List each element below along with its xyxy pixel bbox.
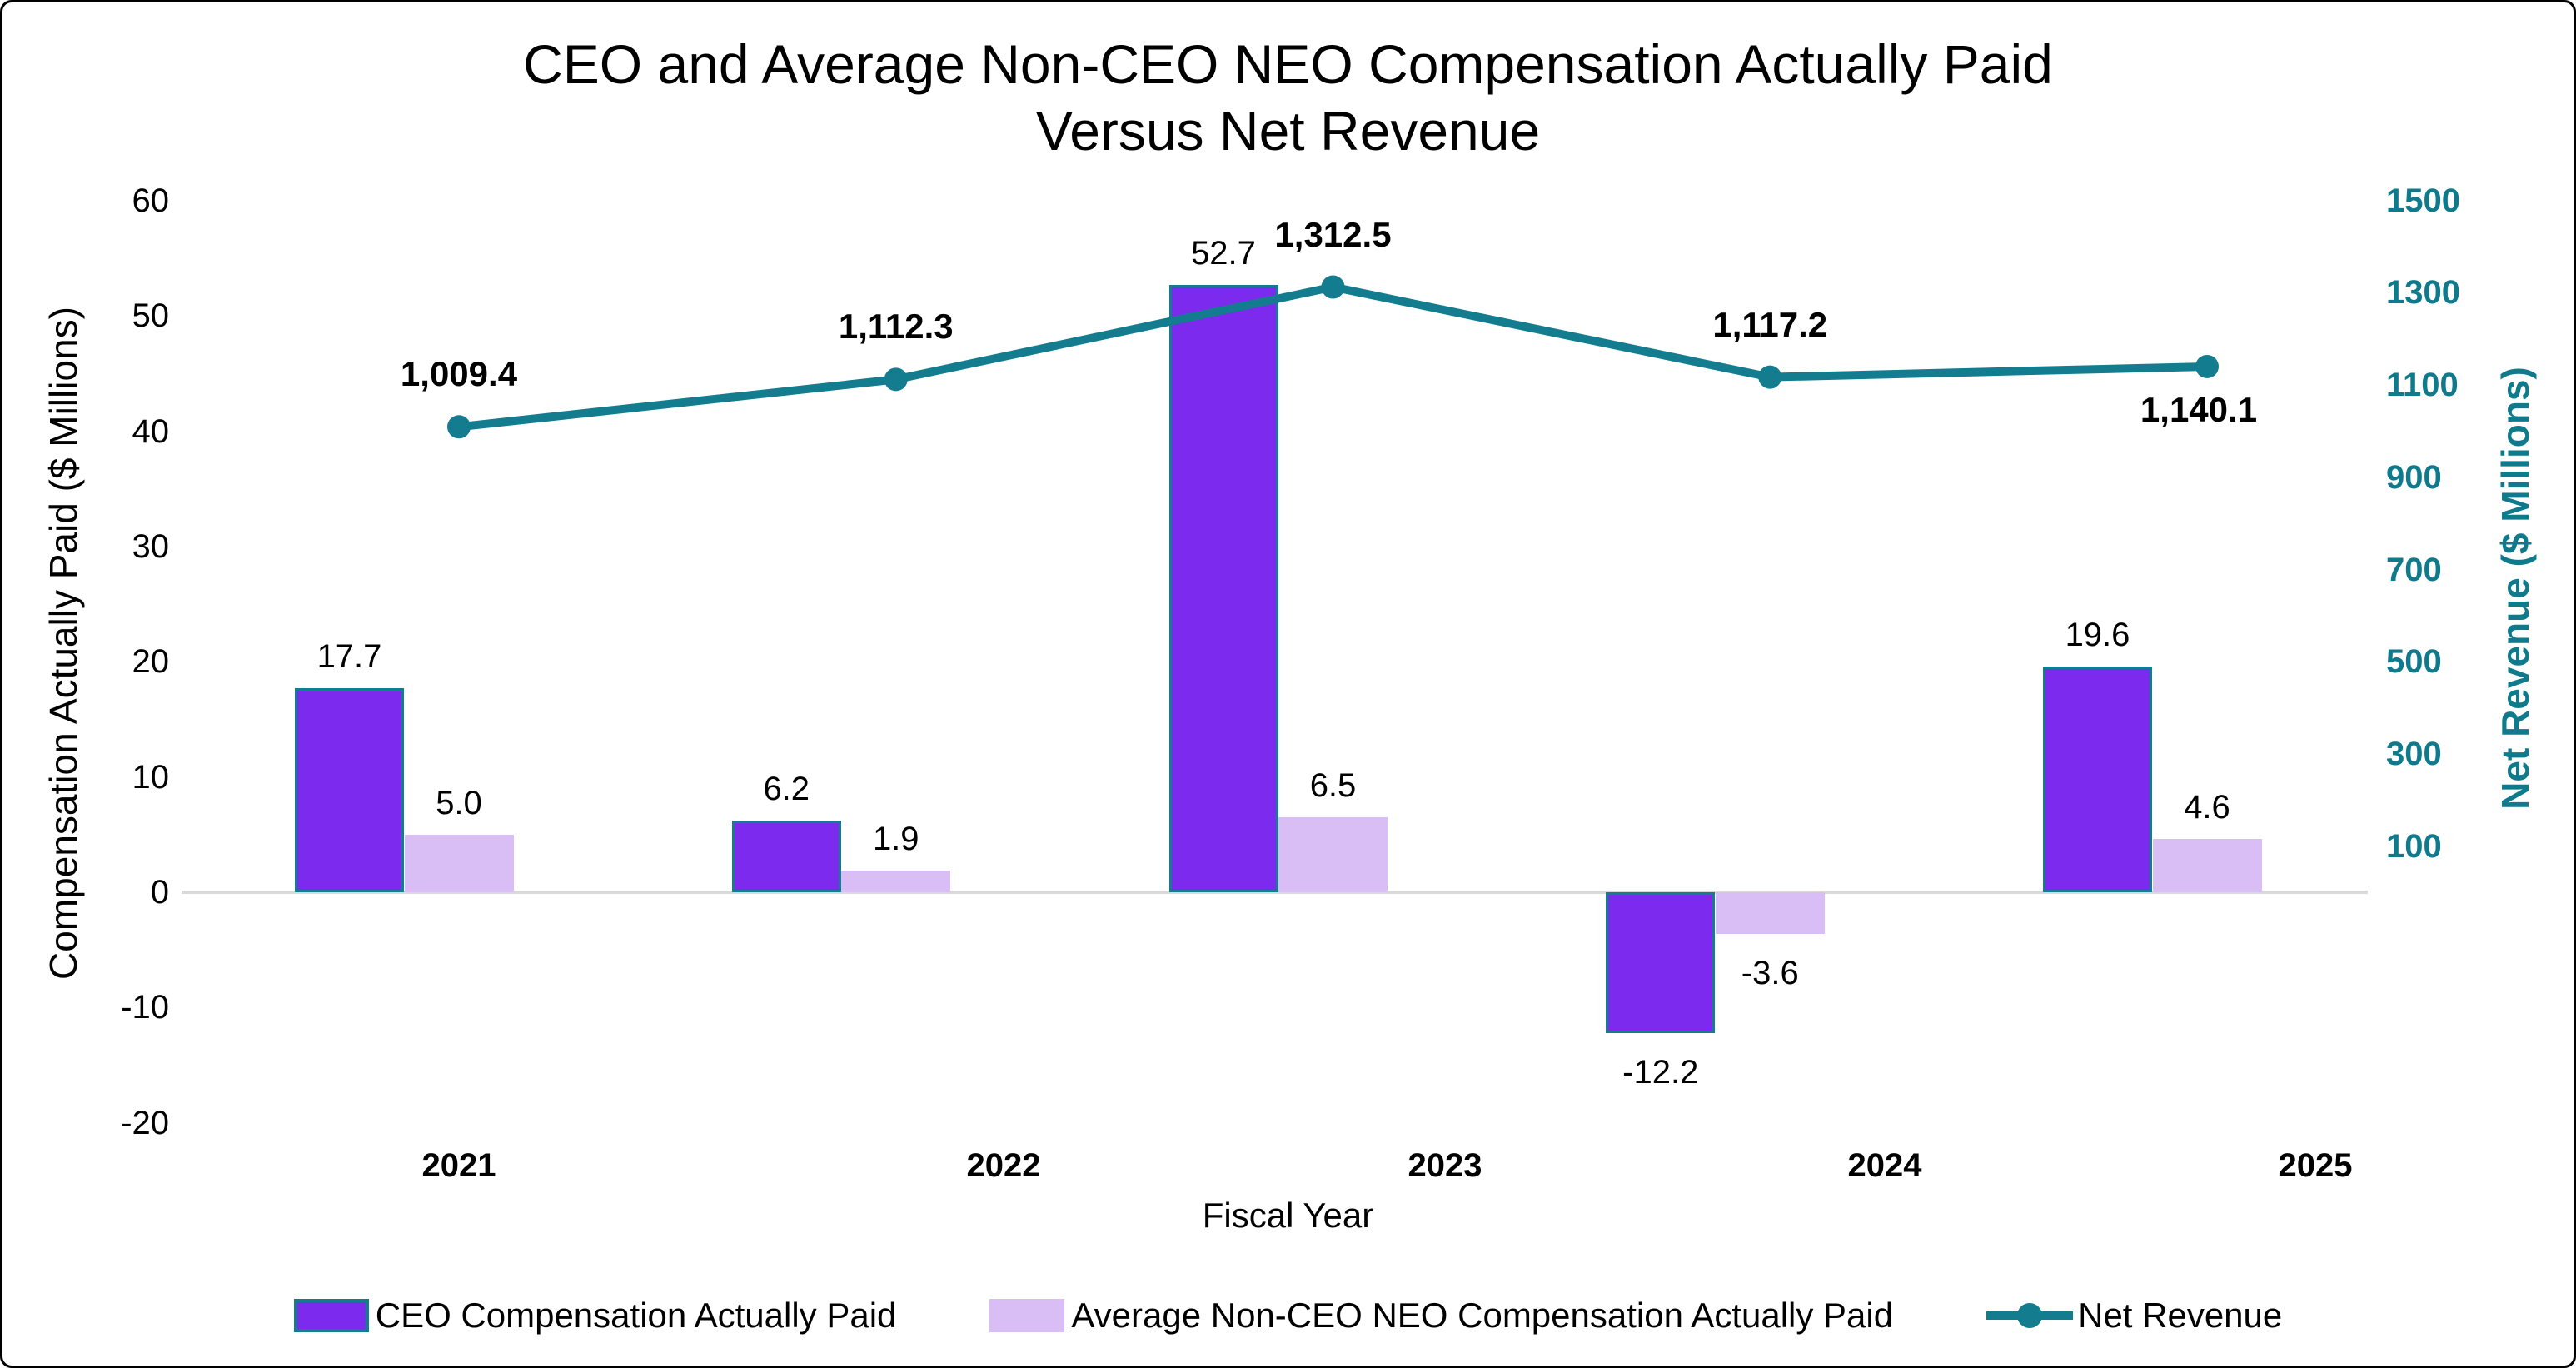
- neo-bar-swatch-icon: [989, 1299, 1065, 1332]
- neo-bar: [841, 870, 951, 892]
- neo-bar: [1278, 817, 1388, 892]
- x-category-label: 2021: [421, 1147, 496, 1184]
- bar-value-label: 1.9: [872, 820, 919, 857]
- left-tick-label: 40: [132, 412, 170, 450]
- legend-label-neo: Average Non-CEO NEO Compensation Actuall…: [1071, 1296, 1894, 1335]
- right-tick-label: 1500: [2386, 182, 2460, 219]
- left-tick-label: -10: [121, 989, 169, 1026]
- legend-item-revenue: Net Revenue: [1986, 1296, 2282, 1336]
- left-tick-label: 60: [132, 182, 170, 219]
- chart-title: CEO and Average Non-CEO NEO Compensation…: [2, 31, 2574, 164]
- revenue-value-label: 1,009.4: [400, 354, 518, 394]
- x-category-label: 2025: [2278, 1147, 2353, 1184]
- left-tick-label: 20: [132, 643, 170, 681]
- legend-label-ceo: CEO Compensation Actually Paid: [375, 1296, 897, 1335]
- neo-bar: [1715, 892, 1825, 934]
- revenue-value-label: 1,312.5: [1274, 214, 1392, 254]
- legend-item-neo: Average Non-CEO NEO Compensation Actuall…: [989, 1296, 1893, 1336]
- neo-bar: [404, 834, 514, 892]
- left-tick-label: 0: [150, 874, 169, 911]
- line-marker-swatch-icon: [1986, 1299, 2074, 1332]
- bar-value-label: 52.7: [1191, 234, 1256, 272]
- right-tick-label: 500: [2386, 643, 2442, 681]
- bar-value-label: 17.7: [316, 638, 382, 676]
- neo-bar: [2152, 839, 2262, 892]
- net-revenue-point: [884, 367, 908, 392]
- bar-value-label: 4.6: [2184, 789, 2230, 826]
- ceo-bar-swatch-icon: [293, 1299, 369, 1332]
- legend: CEO Compensation Actually Paid Average N…: [2, 1296, 2574, 1336]
- right-tick-label: 100: [2386, 827, 2442, 865]
- bar-value-label: 6.5: [1309, 767, 1357, 805]
- revenue-value-label: 1,140.1: [2140, 389, 2258, 429]
- right-tick-label: 300: [2386, 735, 2442, 772]
- zero-gridline: [182, 891, 2368, 894]
- ceo-bar: [2043, 666, 2152, 892]
- legend-item-ceo: CEO Compensation Actually Paid: [293, 1296, 897, 1336]
- x-axis-title: Fiscal Year: [1202, 1196, 1374, 1235]
- net-revenue-point: [1321, 275, 1345, 299]
- net-revenue-point: [2195, 354, 2219, 378]
- revenue-value-label: 1,112.3: [838, 307, 954, 347]
- revenue-value-label: 1,117.2: [1712, 304, 1828, 344]
- ceo-bar: [731, 821, 841, 892]
- bar-value-label: 19.6: [2065, 616, 2130, 653]
- bar-value-label: 5.0: [436, 784, 482, 821]
- left-tick-label: 50: [132, 297, 170, 335]
- left-tick-label: -20: [121, 1104, 169, 1141]
- x-category-label: 2024: [1847, 1147, 1922, 1184]
- chart-title-line2: Versus Net Revenue: [1035, 100, 1541, 162]
- x-category-label: 2022: [966, 1147, 1041, 1184]
- right-tick-label: 900: [2386, 458, 2442, 496]
- bar-value-label: -12.2: [1622, 1053, 1699, 1091]
- net-revenue-point: [1758, 365, 1782, 389]
- x-category-label: 2023: [1408, 1147, 1482, 1184]
- right-tick-label: 1100: [2386, 367, 2459, 404]
- left-tick-label: 30: [132, 527, 170, 565]
- chart-title-line1: CEO and Average Non-CEO NEO Compensation…: [523, 33, 2053, 95]
- left-tick-label: 10: [132, 758, 170, 796]
- right-tick-label: 1300: [2386, 274, 2460, 312]
- bar-value-label: -3.6: [1741, 954, 1799, 991]
- legend-label-revenue: Net Revenue: [2078, 1296, 2283, 1335]
- ceo-bar: [1606, 892, 1716, 1033]
- bar-value-label: 6.2: [763, 771, 810, 808]
- ceo-bar: [295, 688, 404, 892]
- net-revenue-point: [447, 415, 471, 439]
- right-tick-label: 700: [2386, 551, 2442, 588]
